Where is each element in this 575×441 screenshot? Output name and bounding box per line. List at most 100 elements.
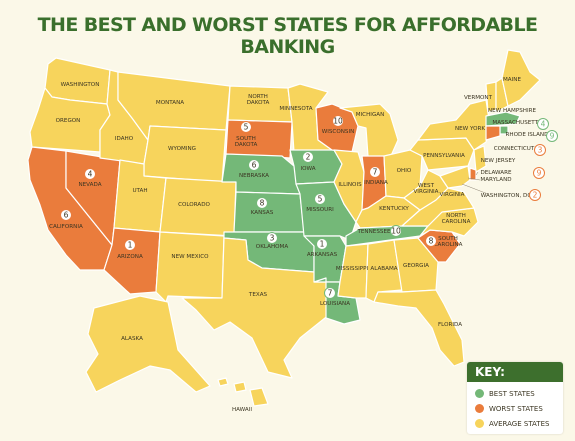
key-best-label: BEST STATES	[489, 390, 535, 398]
state-delaware	[469, 167, 477, 181]
rank-south-dakota: 5	[244, 123, 249, 132]
label-new-york: NEW YORK	[455, 126, 485, 132]
badge-south-carolina: 8	[425, 235, 437, 247]
label-colorado: COLORADO	[178, 202, 210, 208]
state-wyoming	[143, 125, 227, 183]
label-utah: UTAH	[132, 188, 147, 194]
state-arizona	[103, 227, 161, 295]
label-arizona: ARIZONA	[117, 254, 143, 260]
label-minnesota: MINNESOTA	[279, 106, 312, 112]
label-indiana: INDIANA	[364, 180, 388, 186]
label-tennessee: TENNESSEE	[356, 229, 390, 235]
state-west-virginia	[403, 169, 449, 211]
label-hawaii: HAWAII	[232, 407, 252, 413]
rank-nevada: 4	[88, 170, 93, 179]
label-wisconsin: WISCONSIN	[322, 129, 355, 135]
rank-nebraska: 6	[252, 161, 257, 170]
rank-south-carolina: 8	[429, 237, 434, 246]
label-california: CALIFORNIA	[49, 224, 83, 230]
rank-delaware: 9	[537, 169, 542, 178]
label-south-carolina-1: SOUTH	[438, 236, 458, 242]
label-new-hampshire: NEW HAMPSHIRE	[488, 108, 537, 114]
state-hawaii-3	[249, 387, 269, 407]
label-north-carolina-1: NORTH	[446, 213, 466, 219]
label-vermont: VERMONT	[464, 95, 493, 101]
map-title: THE BEST AND WORST STATES FOR AFFORDABLE…	[37, 14, 538, 58]
state-new-mexico	[155, 231, 225, 303]
label-alaska: ALASKA	[121, 336, 143, 342]
badge-oklahoma: 3	[266, 232, 278, 244]
label-arkansas: ARKANSAS	[307, 252, 338, 258]
badge-rhode-island: 9	[546, 130, 558, 142]
badge-washington-dc: 2	[529, 189, 541, 201]
label-west-virginia-2: VIRGINIA	[413, 189, 438, 195]
state-iowa	[289, 149, 343, 185]
label-washington: WASHINGTON	[61, 82, 100, 88]
label-oregon: OREGON	[56, 118, 81, 124]
rank-indiana: 7	[373, 168, 378, 177]
label-kansas: KANSAS	[251, 210, 274, 216]
rank-arizona: 1	[128, 241, 133, 250]
badge-wisconsin: 10	[332, 115, 344, 127]
label-idaho: IDAHO	[115, 136, 134, 142]
worst-swatch	[475, 403, 484, 413]
state-texas	[181, 237, 331, 379]
leader-delaware	[475, 171, 479, 176]
badge-kansas: 8	[256, 197, 268, 209]
badge-arkansas: 1	[316, 238, 328, 250]
state-massachusetts	[485, 111, 521, 127]
rank-california: 6	[64, 211, 69, 220]
badge-nebraska: 6	[248, 159, 260, 171]
badge-south-dakota: 5	[240, 121, 252, 133]
label-ohio: OHIO	[397, 168, 412, 174]
badge-indiana: 7	[369, 166, 381, 178]
rank-missouri: 5	[318, 195, 323, 204]
label-north-dakota-2: DAKOTA	[247, 100, 270, 106]
label-connecticut: CONNECTICUT	[494, 146, 535, 152]
key-average-label: AVERAGE STATES	[489, 420, 550, 428]
best-swatch	[475, 388, 484, 398]
key-title: KEY:	[467, 362, 563, 382]
rank-oklahoma: 3	[270, 234, 275, 243]
label-nevada: NEVADA	[78, 182, 101, 188]
state-hawaii-1	[217, 377, 229, 387]
leader-maryland	[467, 177, 481, 181]
label-massachusetts: MASSACHUSETTS	[492, 120, 542, 126]
label-virginia: VIRGINIA	[439, 192, 464, 198]
badge-connecticut: 3	[534, 144, 546, 156]
badge-nevada: 4	[84, 168, 96, 180]
state-hawaii-2	[233, 381, 247, 393]
label-mississippi: MISSISSIPPI	[336, 266, 369, 272]
label-louisiana: LOUISIANA	[320, 301, 350, 307]
rank-massachusetts: 4	[541, 120, 546, 129]
label-illinois: ILLINOIS	[338, 182, 362, 188]
key-row-worst: WORST STATES	[475, 403, 563, 415]
badge-iowa: 2	[302, 151, 314, 163]
key-row-average: AVERAGE STATES	[475, 418, 563, 430]
state-maine	[501, 49, 541, 107]
label-georgia: GEORGIA	[403, 263, 429, 269]
label-iowa: IOWA	[300, 166, 315, 172]
label-alabama: ALABAMA	[370, 266, 397, 272]
label-pennsylvania: PENNSYLVANIA	[423, 153, 465, 159]
label-kentucky: KENTUCKY	[379, 206, 409, 212]
rank-arkansas: 1	[320, 240, 325, 249]
badge-missouri: 5	[314, 193, 326, 205]
label-south-dakota-2: DAKOTA	[235, 142, 258, 148]
label-oklahoma: OKLAHOMA	[256, 244, 289, 250]
leader-washington-dc	[461, 183, 489, 195]
key-row-best: BEST STATES	[475, 388, 563, 400]
badge-massachusetts: 4	[537, 118, 549, 130]
label-michigan: MICHIGAN	[356, 112, 385, 118]
state-georgia	[393, 237, 439, 293]
label-missouri: MISSOURI	[306, 207, 334, 213]
label-florida: FLORIDA	[438, 322, 462, 328]
label-new-jersey: NEW JERSEY	[481, 158, 516, 164]
label-wyoming: WYOMING	[168, 146, 196, 152]
badge-delaware: 9	[533, 167, 545, 179]
label-washington-dc: WASHINGTON, DC	[481, 193, 532, 199]
label-rhode-island: RHODE ISLAND	[506, 132, 549, 138]
rank-tennessee: 10	[391, 227, 401, 236]
label-maryland: MARYLAND	[480, 177, 511, 183]
